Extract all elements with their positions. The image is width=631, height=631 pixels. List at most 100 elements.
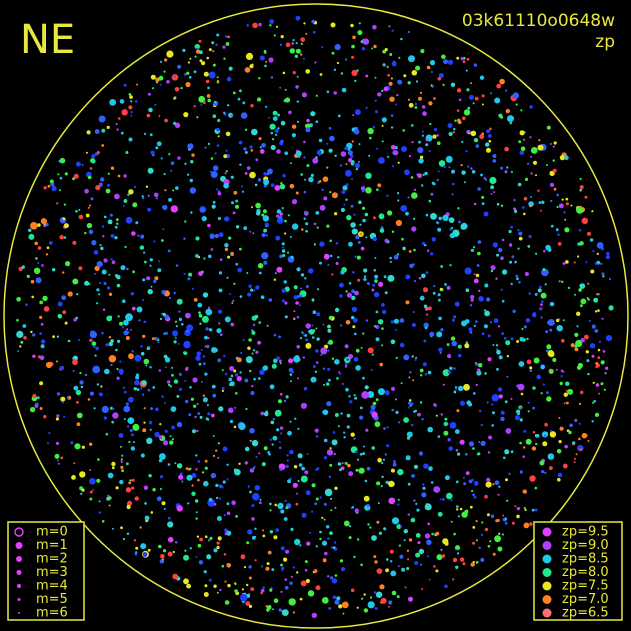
star bbox=[411, 124, 414, 127]
star bbox=[383, 275, 387, 279]
star bbox=[410, 517, 416, 523]
star bbox=[168, 197, 173, 202]
star bbox=[127, 417, 135, 424]
star bbox=[284, 315, 288, 319]
star bbox=[306, 541, 311, 546]
star bbox=[158, 369, 162, 372]
star bbox=[42, 295, 48, 302]
star bbox=[478, 441, 481, 443]
star bbox=[125, 402, 129, 406]
star bbox=[433, 486, 441, 493]
star bbox=[140, 234, 145, 239]
star bbox=[140, 387, 143, 390]
star bbox=[16, 297, 21, 302]
star bbox=[86, 130, 91, 135]
star bbox=[504, 146, 509, 152]
star bbox=[197, 478, 200, 482]
star bbox=[263, 228, 267, 233]
star bbox=[184, 367, 189, 371]
star bbox=[492, 159, 497, 163]
star bbox=[57, 314, 63, 319]
star bbox=[401, 146, 407, 152]
star bbox=[173, 379, 179, 384]
star bbox=[549, 466, 553, 470]
star bbox=[257, 97, 262, 102]
star bbox=[518, 361, 525, 367]
star bbox=[468, 132, 471, 135]
star bbox=[126, 328, 129, 331]
star bbox=[335, 241, 339, 245]
star bbox=[268, 116, 271, 119]
star bbox=[411, 226, 417, 232]
star bbox=[387, 155, 390, 158]
star bbox=[379, 584, 385, 590]
star bbox=[163, 70, 166, 73]
star bbox=[496, 350, 501, 355]
star bbox=[397, 192, 400, 195]
star bbox=[601, 317, 604, 320]
star bbox=[281, 249, 286, 253]
star bbox=[593, 297, 599, 303]
star bbox=[48, 432, 51, 435]
star bbox=[306, 164, 310, 168]
star bbox=[94, 129, 100, 134]
zp-swatch bbox=[542, 608, 552, 618]
star bbox=[239, 247, 242, 251]
star bbox=[281, 609, 289, 616]
star bbox=[282, 174, 286, 178]
star bbox=[523, 196, 528, 201]
star bbox=[258, 22, 262, 27]
star bbox=[418, 451, 424, 456]
star bbox=[365, 106, 368, 109]
star bbox=[585, 350, 589, 354]
star bbox=[195, 355, 201, 361]
star bbox=[100, 385, 103, 388]
star bbox=[284, 151, 289, 155]
star bbox=[270, 76, 274, 79]
star bbox=[443, 430, 449, 436]
star bbox=[275, 235, 281, 241]
star bbox=[248, 565, 252, 569]
star bbox=[369, 136, 372, 140]
star bbox=[520, 392, 524, 396]
star bbox=[477, 368, 481, 372]
star bbox=[269, 530, 274, 534]
star bbox=[354, 255, 357, 258]
star bbox=[197, 460, 201, 463]
star bbox=[402, 129, 406, 132]
star bbox=[408, 596, 413, 602]
star bbox=[367, 601, 375, 609]
star bbox=[509, 121, 512, 125]
star bbox=[149, 258, 153, 262]
star bbox=[197, 302, 203, 308]
star bbox=[116, 222, 119, 225]
star bbox=[284, 578, 288, 581]
star bbox=[454, 119, 457, 122]
star bbox=[59, 176, 63, 180]
star bbox=[446, 343, 450, 347]
star bbox=[134, 354, 142, 362]
star bbox=[280, 120, 286, 126]
magnitude-label: m=3 bbox=[36, 565, 68, 580]
star bbox=[112, 527, 114, 530]
star bbox=[419, 401, 423, 404]
star bbox=[216, 33, 220, 37]
star bbox=[223, 111, 226, 115]
star bbox=[377, 502, 380, 505]
star bbox=[191, 484, 194, 487]
star bbox=[478, 409, 482, 413]
star bbox=[456, 109, 460, 112]
star bbox=[341, 462, 344, 465]
star bbox=[525, 438, 532, 445]
star bbox=[198, 362, 202, 366]
star bbox=[155, 197, 158, 200]
star bbox=[292, 611, 295, 614]
star bbox=[570, 204, 573, 207]
star bbox=[164, 189, 167, 192]
star bbox=[289, 236, 292, 238]
star bbox=[595, 362, 599, 365]
star bbox=[422, 173, 425, 176]
star bbox=[81, 164, 84, 166]
star bbox=[342, 612, 345, 615]
star bbox=[343, 436, 346, 439]
